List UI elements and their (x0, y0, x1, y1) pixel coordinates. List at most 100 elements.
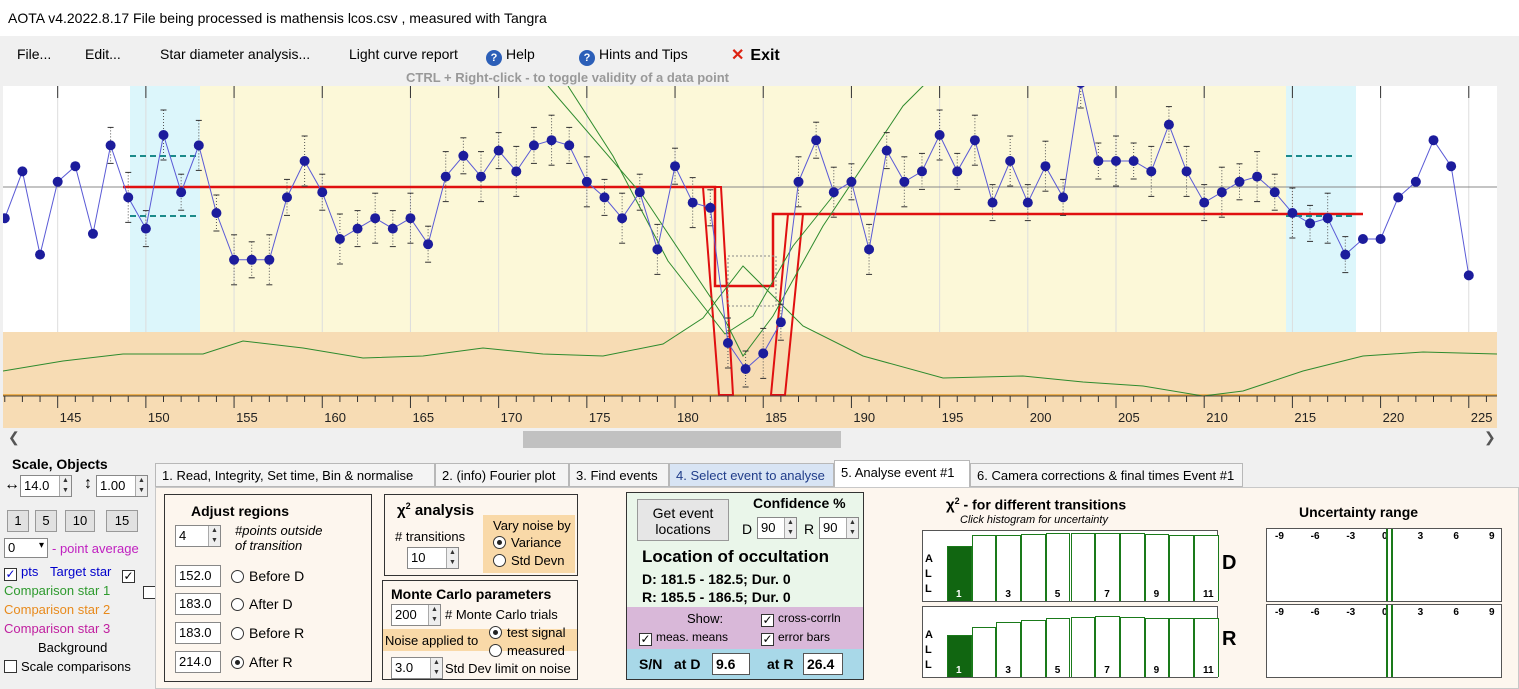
test-signal-option[interactable]: test signal (489, 625, 566, 640)
data-point[interactable] (811, 135, 822, 146)
measured-option[interactable]: measured (489, 643, 565, 658)
data-point[interactable] (352, 223, 363, 234)
scale-button-15[interactable]: 15 (106, 510, 138, 532)
scale-button-10[interactable]: 10 (65, 510, 95, 532)
data-point[interactable] (758, 348, 769, 359)
std-dev-limit-spinner[interactable]: 3.0 ▲ ▼ (391, 657, 443, 679)
data-point[interactable] (1076, 86, 1086, 88)
data-point[interactable] (564, 140, 575, 151)
histogram-bar[interactable] (1070, 616, 1096, 677)
before-d-radio[interactable] (231, 570, 244, 583)
data-point[interactable] (229, 254, 240, 265)
chi2-histogram-r[interactable]: A L L 1 3 5 7 9 11 (922, 606, 1219, 678)
tab-camera-corrections[interactable]: 6. Camera corrections & final times Even… (970, 463, 1243, 487)
data-point[interactable] (17, 166, 28, 177)
std-devn-radio[interactable] (493, 554, 506, 567)
points-outside-spinner[interactable]: 4 ▲ ▼ (175, 525, 221, 547)
data-point[interactable] (581, 176, 592, 187)
data-point[interactable] (1093, 156, 1104, 166)
menu-star-diameter[interactable]: Star diameter analysis... (160, 46, 311, 62)
spin-arrows-icon[interactable]: ▲ ▼ (446, 548, 458, 568)
data-point[interactable] (1234, 176, 1245, 187)
tab-read-integrity[interactable]: 1. Read, Integrity, Set time, Bin & norm… (155, 463, 435, 487)
menu-exit[interactable]: ✕ Exit (731, 45, 780, 65)
before-d-option[interactable]: Before D (231, 568, 304, 584)
data-point[interactable] (387, 223, 398, 234)
data-point[interactable] (1463, 270, 1474, 281)
transitions-spinner[interactable]: 10 ▲ ▼ (407, 547, 459, 569)
pts-checkbox[interactable]: ✓ (4, 567, 17, 581)
error-bars-option[interactable]: ✓ error bars (761, 630, 830, 646)
histogram-bar[interactable] (1194, 618, 1219, 677)
data-point[interactable] (705, 202, 716, 213)
data-point[interactable] (1252, 171, 1263, 182)
histogram-bar[interactable] (1045, 533, 1071, 601)
data-point[interactable] (458, 150, 469, 161)
spin-arrows-icon[interactable]: ▲ ▼ (430, 658, 442, 678)
point-average-select[interactable]: 0 ▾ (4, 538, 48, 558)
histogram-bar[interactable] (1045, 618, 1071, 677)
menu-file[interactable]: File... (17, 46, 52, 62)
data-point[interactable] (1146, 166, 1157, 177)
data-point[interactable] (423, 239, 434, 250)
data-point[interactable] (652, 244, 663, 255)
data-point[interactable] (1111, 156, 1122, 166)
spin-arrows-icon[interactable]: ▲ ▼ (784, 518, 796, 538)
data-point[interactable] (140, 223, 151, 234)
data-point[interactable] (1163, 119, 1174, 130)
histogram-bar[interactable] (1144, 617, 1170, 677)
data-point[interactable] (969, 135, 980, 146)
scale-x-spinner[interactable]: 14.0 ▲ ▼ (20, 475, 72, 497)
std-devn-option[interactable]: Std Devn (493, 553, 564, 568)
data-point[interactable] (52, 176, 63, 187)
tab-select-event[interactable]: 4. Select event to analyse (669, 463, 834, 487)
data-point[interactable] (670, 161, 681, 172)
data-point[interactable] (1199, 197, 1210, 208)
data-point[interactable] (775, 317, 786, 328)
meas-means-option[interactable]: ✓ meas. means (639, 630, 728, 646)
histogram-bar[interactable] (996, 622, 1022, 677)
data-point[interactable] (634, 187, 645, 198)
comparison-star-1-checkbox[interactable] (142, 586, 156, 599)
data-point[interactable] (511, 166, 522, 177)
light-curve-plot[interactable]: 145 150 155 160 165 170 175 180 185 190 195 200 205 2… (3, 86, 1497, 428)
test-signal-radio[interactable] (489, 626, 502, 639)
spin-arrows-icon[interactable]: ▲ ▼ (208, 526, 220, 546)
confidence-r-spinner[interactable]: 90 ▲ ▼ (819, 517, 859, 539)
data-point[interactable] (1393, 192, 1404, 203)
data-point[interactable] (211, 208, 222, 218)
histogram-bar[interactable] (1095, 533, 1120, 601)
histogram-bar[interactable] (1144, 533, 1170, 601)
scale-comparisons-checkbox[interactable] (4, 660, 17, 673)
tab-analyse-event[interactable]: 5. Analyse event #1 (834, 460, 970, 487)
before-r-field[interactable]: 183.0 (175, 622, 221, 644)
data-point[interactable] (1357, 234, 1368, 244)
scrollbar-thumb[interactable] (523, 431, 841, 448)
data-point[interactable] (1340, 249, 1351, 260)
data-point[interactable] (246, 254, 257, 265)
menu-hints[interactable]: ? Hints and Tips (579, 46, 688, 66)
cross-corrln-checkbox[interactable]: ✓ (761, 613, 774, 627)
histogram-bar[interactable] (1095, 616, 1120, 677)
histogram-bar[interactable] (1070, 533, 1096, 601)
data-point[interactable] (617, 213, 628, 224)
data-point[interactable] (405, 213, 416, 224)
spin-arrows-icon[interactable]: ▲ ▼ (59, 476, 71, 496)
variance-radio[interactable] (493, 536, 506, 549)
data-point[interactable] (3, 213, 10, 224)
spin-arrows-icon[interactable]: ▲ ▼ (846, 518, 858, 538)
data-point[interactable] (1269, 187, 1280, 198)
histogram-bar[interactable] (971, 626, 997, 677)
meas-means-checkbox[interactable]: ✓ (639, 632, 652, 646)
data-point[interactable] (1040, 161, 1051, 172)
cross-corrln-option[interactable]: ✓ cross-corrln (761, 611, 841, 627)
histogram-bar[interactable] (996, 534, 1022, 601)
data-point[interactable] (193, 140, 204, 151)
data-point[interactable] (35, 249, 46, 260)
chi2-histogram-d[interactable]: A L L 1 3 5 7 9 11 (922, 530, 1219, 602)
histogram-bar[interactable] (971, 535, 997, 601)
before-r-radio[interactable] (231, 627, 244, 640)
data-point[interactable] (528, 140, 539, 151)
scale-button-5[interactable]: 5 (35, 510, 57, 532)
monte-carlo-trials-spinner[interactable]: 200 ▲ ▼ (391, 604, 441, 626)
